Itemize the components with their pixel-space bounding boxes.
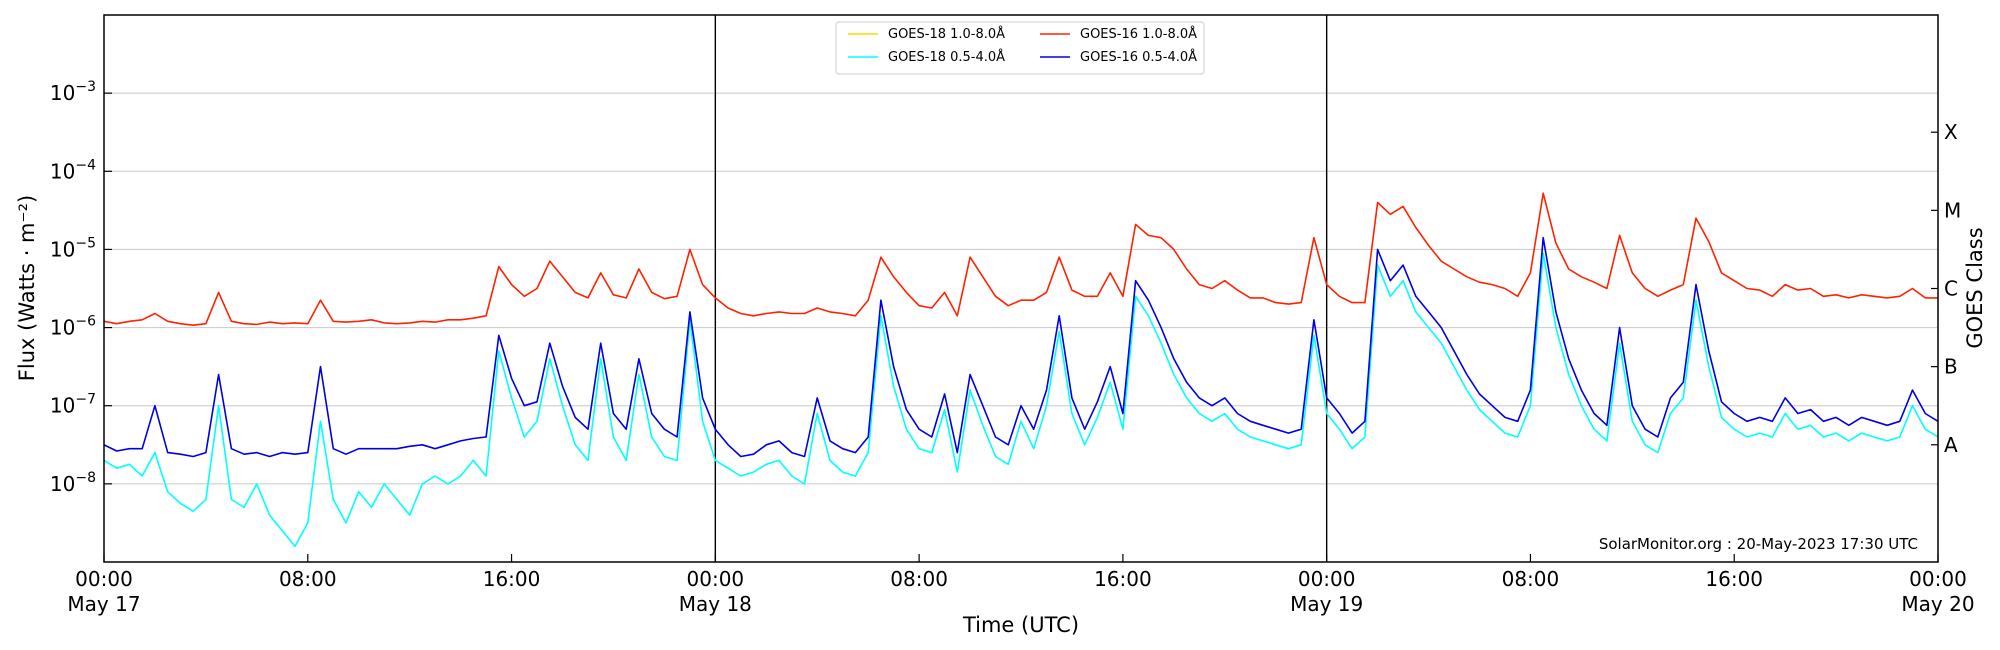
x-tick-time: 16:00 (483, 567, 541, 591)
y-axis-title: Flux (Watts · m⁻²) (15, 195, 39, 381)
y-tick-label: 10−4 (50, 157, 96, 183)
class-label-b: B (1944, 355, 1958, 379)
y-tick-label: 10−5 (50, 235, 96, 261)
series-line-goes-18-0-5-4-0 (104, 252, 1938, 548)
legend-label: GOES-18 1.0-8.0Å (888, 26, 1005, 42)
class-label-m: M (1944, 198, 1961, 222)
x-tick-time: 08:00 (890, 567, 948, 591)
series-lines (104, 192, 1938, 548)
x-tick-time: 00:00 (1298, 567, 1356, 591)
x-tick-time: 08:00 (1502, 567, 1560, 591)
legend-label: GOES-16 1.0-8.0Å (1080, 26, 1197, 42)
y-tick-label: 10−3 (50, 79, 96, 105)
goes-class-ticks: A B C M X (1931, 120, 1961, 457)
x-tick-time: 16:00 (1705, 567, 1763, 591)
x-tick-date: May 19 (1290, 592, 1363, 616)
day-boundary-lines (714, 15, 1328, 562)
y-tick-label: 10−8 (50, 470, 96, 496)
x-tick-time: 08:00 (279, 567, 337, 591)
legend-label: GOES-16 0.5-4.0Å (1080, 49, 1197, 65)
y-tick-label: 10−7 (50, 392, 96, 418)
x-tick-time: 00:00 (687, 567, 745, 591)
x-tick-date: May 18 (679, 592, 752, 616)
horizontal-gridlines (104, 92, 1938, 485)
class-label-a: A (1944, 433, 1958, 457)
y2-axis-title: GOES Class (1963, 227, 1987, 348)
credit-label: SolarMonitor.org : 20-May-2023 17:30 UTC (1599, 535, 1918, 553)
series-line-goes-16-0-5-4-0 (104, 236, 1938, 458)
x-tick-time: 00:00 (75, 567, 133, 591)
y-axis-ticks: 10−8 10−7 10−6 10−5 10−4 10−3 (50, 79, 112, 496)
class-label-c: C (1944, 277, 1958, 301)
legend: GOES-18 1.0-8.0Å GOES-16 1.0-8.0Å GOES-18 … (835, 21, 1205, 75)
series-line-goes-16-1-0-8-0 (104, 192, 1938, 327)
x-tick-date: May 20 (1901, 592, 1974, 616)
class-label-x: X (1944, 120, 1958, 144)
legend-box (835, 21, 1205, 75)
x-tick-time: 16:00 (1094, 567, 1152, 591)
plot-frame (103, 14, 1939, 563)
x-tick-date: May 17 (67, 592, 140, 616)
x-tick-time: 00:00 (1909, 567, 1967, 591)
legend-label: GOES-18 0.5-4.0Å (888, 49, 1005, 65)
y-tick-label: 10−6 (50, 314, 96, 340)
x-axis-title: Time (UTC) (962, 613, 1079, 637)
